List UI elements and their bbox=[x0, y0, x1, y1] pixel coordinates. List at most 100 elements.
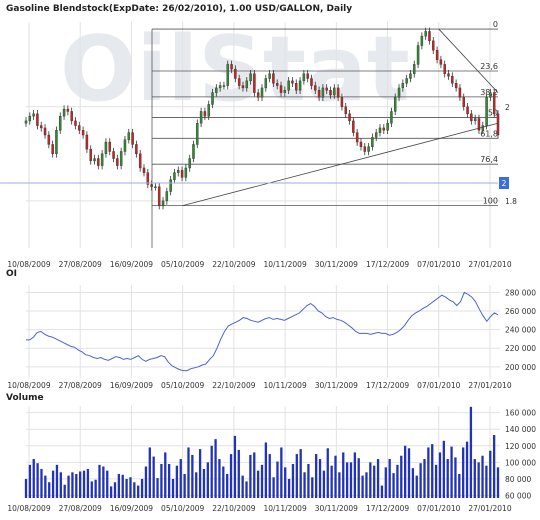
volume-bar bbox=[175, 465, 179, 498]
price-x-tick: 30/11/2009 bbox=[315, 260, 358, 269]
oi-x-tick: 17/12/2009 bbox=[366, 381, 409, 390]
volume-bar bbox=[36, 463, 39, 498]
candle-body bbox=[295, 83, 298, 91]
candle-body bbox=[340, 97, 344, 107]
volume-bar bbox=[369, 462, 372, 498]
volume-bar bbox=[156, 478, 159, 498]
oi-y-tick: 220 000 bbox=[505, 344, 536, 353]
candle-body bbox=[492, 92, 496, 115]
volume-panel-title: Volume bbox=[6, 393, 44, 403]
oi-panel-title: OI bbox=[6, 269, 17, 279]
candle-body bbox=[409, 73, 412, 79]
candle-body bbox=[443, 64, 446, 74]
volume-bar bbox=[226, 473, 229, 498]
volume-bar bbox=[179, 459, 182, 498]
volume-bar bbox=[229, 454, 233, 498]
volume-bar bbox=[206, 462, 209, 498]
volume-bar bbox=[245, 481, 248, 498]
candle-body bbox=[363, 146, 367, 152]
fibonacci-level-label: 61,8 bbox=[480, 129, 498, 138]
volume-x-tick: 16/09/2009 bbox=[110, 504, 153, 513]
oi-series-line bbox=[26, 291, 499, 372]
oi-panel: 200 000 220 000 240 000 260 000 280 000 bbox=[26, 285, 536, 378]
candle-body bbox=[454, 83, 458, 89]
candle-body bbox=[317, 90, 321, 98]
volume-bar bbox=[94, 479, 97, 498]
volume-bar bbox=[129, 477, 132, 498]
volume-bar bbox=[183, 473, 186, 498]
volume-x-tick: 05/10/2009 bbox=[161, 504, 204, 513]
volume-bar bbox=[338, 472, 341, 498]
volume-bar bbox=[438, 452, 442, 498]
candle-body bbox=[230, 64, 233, 70]
volume-bar bbox=[237, 449, 240, 498]
price-y-tick: 1.8 bbox=[505, 197, 517, 206]
volume-bar bbox=[171, 478, 175, 498]
volume-bar bbox=[268, 454, 271, 498]
volume-bar bbox=[167, 464, 171, 498]
candle-body bbox=[462, 97, 465, 107]
volume-x-tick: 10/08/2009 bbox=[7, 504, 50, 513]
candle-body bbox=[413, 64, 416, 74]
candle-body bbox=[51, 144, 54, 155]
price-x-tick: 05/10/2009 bbox=[161, 260, 204, 269]
candle-body bbox=[59, 115, 62, 131]
candle-body bbox=[241, 85, 245, 89]
candle-body bbox=[207, 104, 210, 117]
volume-bar bbox=[384, 467, 387, 498]
volume-bar bbox=[113, 482, 117, 498]
volume-bar bbox=[79, 471, 82, 498]
volume-bar bbox=[106, 470, 109, 498]
candle-body bbox=[477, 118, 481, 131]
candle-body bbox=[39, 125, 43, 129]
candle-body bbox=[226, 64, 229, 86]
volume-bar bbox=[276, 461, 279, 498]
candle-body bbox=[287, 80, 290, 91]
candle-body bbox=[393, 97, 397, 112]
volume-panel: 60 000 80 000 100 000 120 000 140 000 160 000 bbox=[24, 406, 536, 501]
volume-bar bbox=[86, 468, 90, 498]
candle-body bbox=[93, 158, 96, 162]
candle-body bbox=[397, 87, 401, 98]
candle-body bbox=[432, 40, 435, 51]
candle-body bbox=[184, 167, 188, 178]
volume-bar bbox=[388, 459, 391, 498]
oi-x-tick: 07/01/2010 bbox=[417, 381, 460, 390]
candle-body bbox=[333, 87, 336, 96]
volume-bar bbox=[427, 447, 430, 498]
volume-bar bbox=[376, 459, 380, 498]
volume-bar bbox=[75, 473, 78, 498]
oi-x-tick: 22/10/2009 bbox=[212, 381, 255, 390]
price-x-tick: 17/12/2009 bbox=[366, 260, 409, 269]
candle-body bbox=[260, 87, 264, 98]
candle-body bbox=[451, 75, 454, 84]
candle-body bbox=[302, 73, 306, 82]
candle-body bbox=[28, 115, 32, 122]
candle-body bbox=[401, 83, 405, 89]
oi-x-tick: 10/08/2009 bbox=[7, 381, 50, 390]
candle-body bbox=[458, 87, 462, 98]
volume-bar bbox=[67, 475, 70, 498]
candle-body bbox=[203, 111, 207, 117]
oi-x-tick: 27/08/2009 bbox=[59, 381, 102, 390]
price-x-tick: 22/10/2009 bbox=[212, 260, 255, 269]
volume-bar bbox=[295, 454, 298, 498]
volume-bar bbox=[137, 485, 140, 498]
volume-bar bbox=[40, 468, 43, 498]
candle-body bbox=[359, 141, 363, 147]
volume-bar bbox=[82, 470, 86, 498]
candle-body bbox=[222, 85, 226, 87]
volume-bar bbox=[140, 478, 144, 498]
volume-bar bbox=[287, 478, 291, 498]
volume-bar bbox=[492, 435, 496, 498]
candle-body bbox=[123, 139, 127, 152]
volume-bar bbox=[109, 486, 113, 498]
volume-bar bbox=[431, 444, 434, 498]
candle-body bbox=[138, 153, 142, 169]
candle-body bbox=[112, 151, 115, 159]
volume-bar bbox=[400, 455, 403, 498]
candle-body bbox=[169, 179, 172, 192]
volume-x-tick: 30/11/2009 bbox=[315, 504, 358, 513]
candle-body bbox=[43, 127, 47, 136]
